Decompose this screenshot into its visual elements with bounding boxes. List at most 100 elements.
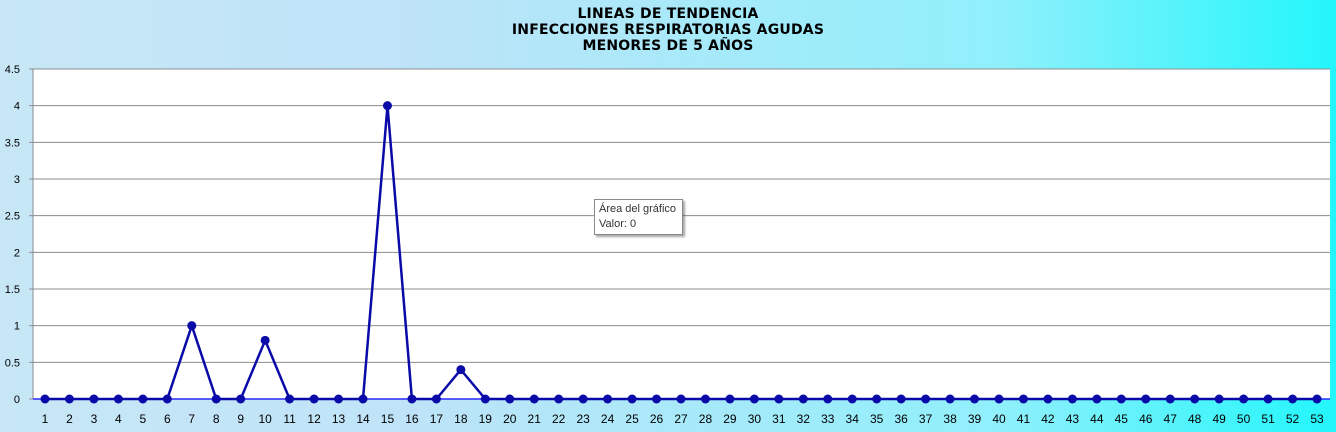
x-tick-label: 32 <box>797 412 811 426</box>
data-point <box>1043 394 1053 404</box>
data-point <box>798 394 808 404</box>
data-point <box>64 394 74 404</box>
data-point <box>89 394 99 404</box>
x-tick-label: 39 <box>968 412 982 426</box>
x-tick-label: 13 <box>332 412 346 426</box>
x-tick-label: 26 <box>650 412 664 426</box>
title-line-1: LINEAS DE TENDENCIA <box>577 6 759 22</box>
data-point <box>1141 394 1151 404</box>
x-tick-label: 15 <box>381 412 395 426</box>
data-point <box>309 394 319 404</box>
y-tick-label: 2 <box>14 247 20 259</box>
x-tick-label: 50 <box>1237 412 1251 426</box>
data-point <box>970 394 980 404</box>
data-point <box>1288 394 1298 404</box>
x-tick-label: 28 <box>699 412 713 426</box>
x-tick-label: 52 <box>1286 412 1300 426</box>
x-tick-label: 14 <box>356 412 370 426</box>
data-point <box>1165 394 1175 404</box>
tooltip-label: Área del gráfico <box>599 203 677 215</box>
data-point <box>1018 394 1028 404</box>
x-tick-label: 5 <box>140 412 147 426</box>
chart-tooltip: Área del gráfico Valor: 0 <box>594 199 684 235</box>
data-point <box>358 394 368 404</box>
data-point <box>407 394 417 404</box>
data-point <box>40 394 50 404</box>
data-point <box>113 394 123 404</box>
data-point <box>1239 394 1249 404</box>
data-point <box>162 394 172 404</box>
x-tick-label: 2 <box>66 412 73 426</box>
x-tick-label: 16 <box>405 412 419 426</box>
data-point <box>627 394 637 404</box>
x-tick-label: 37 <box>919 412 933 426</box>
data-point <box>1190 394 1200 404</box>
title-line-3: MENORES DE 5 AÑOS <box>582 38 754 54</box>
x-tick-label: 8 <box>213 412 220 426</box>
x-tick-label: 36 <box>894 412 908 426</box>
data-point <box>823 394 833 404</box>
y-tick-label: 3 <box>14 174 20 186</box>
data-point <box>505 394 515 404</box>
y-tick-label: 4 <box>14 101 20 113</box>
x-tick-label: 1 <box>42 412 49 426</box>
x-tick-label: 7 <box>188 412 195 426</box>
x-tick-label: 47 <box>1164 412 1178 426</box>
data-point <box>921 394 931 404</box>
tooltip-value: Valor: 0 <box>599 218 637 230</box>
x-tick-label: 46 <box>1139 412 1153 426</box>
x-tick-label: 30 <box>748 412 762 426</box>
data-point <box>285 394 295 404</box>
x-tick-label: 31 <box>772 412 786 426</box>
y-tick-label: 4.5 <box>5 64 20 76</box>
x-tick-label: 22 <box>552 412 566 426</box>
y-tick-label: 0.5 <box>5 357 20 369</box>
data-point <box>1263 394 1273 404</box>
data-point <box>749 394 759 404</box>
data-point <box>945 394 955 404</box>
x-tick-label: 53 <box>1310 412 1324 426</box>
data-point <box>1067 394 1077 404</box>
data-point <box>187 321 197 331</box>
x-tick-label: 20 <box>503 412 517 426</box>
data-point <box>334 394 344 404</box>
x-tick-label: 9 <box>237 412 244 426</box>
x-tick-label: 18 <box>454 412 468 426</box>
x-tick-label: 44 <box>1090 412 1104 426</box>
x-tick-label: 35 <box>870 412 884 426</box>
data-point <box>431 394 441 404</box>
data-point <box>1092 394 1102 404</box>
x-tick-label: 23 <box>576 412 590 426</box>
x-tick-label: 40 <box>992 412 1006 426</box>
data-point <box>896 394 906 404</box>
data-point <box>138 394 148 404</box>
x-tick-label: 38 <box>943 412 957 426</box>
x-tick-label: 29 <box>723 412 737 426</box>
data-point <box>236 394 246 404</box>
data-point <box>994 394 1004 404</box>
x-tick-label: 10 <box>258 412 272 426</box>
x-tick-label: 19 <box>479 412 493 426</box>
x-tick-label: 34 <box>846 412 860 426</box>
data-point <box>456 365 466 375</box>
x-tick-label: 12 <box>307 412 321 426</box>
x-tick-label: 48 <box>1188 412 1202 426</box>
data-point <box>480 394 490 404</box>
y-tick-label: 1 <box>14 321 20 333</box>
x-tick-label: 4 <box>115 412 122 426</box>
data-point <box>872 394 882 404</box>
data-point <box>1214 394 1224 404</box>
x-tick-label: 51 <box>1261 412 1275 426</box>
data-point <box>847 394 857 404</box>
x-tick-label: 17 <box>430 412 444 426</box>
y-tick-label: 3.5 <box>5 137 20 149</box>
data-point <box>652 394 662 404</box>
x-tick-label: 24 <box>601 412 615 426</box>
y-tick-label: 1.5 <box>5 284 20 296</box>
data-point <box>554 394 564 404</box>
chart-title: LINEAS DE TENDENCIA INFECCIONES RESPIRAT… <box>0 6 1336 54</box>
x-tick-label: 11 <box>283 412 296 426</box>
data-point <box>774 394 784 404</box>
x-tick-label: 3 <box>91 412 98 426</box>
data-point <box>1116 394 1126 404</box>
